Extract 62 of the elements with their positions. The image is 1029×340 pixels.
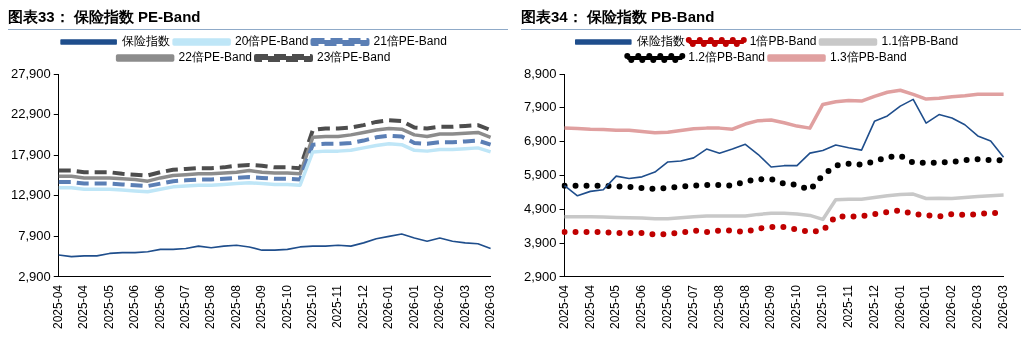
- y-tick-label: 2,900: [523, 268, 557, 284]
- x-tick-label: 2026-01: [381, 284, 396, 330]
- y-tick-label: 17,900: [11, 146, 51, 162]
- y-tick-label: 27,900: [11, 65, 51, 81]
- x-tick-label: 2026-03: [482, 284, 497, 330]
- x-tick-label: 2026-01: [892, 284, 907, 330]
- x-tick-label: 2025-08: [737, 284, 752, 330]
- x-tick-label: 2025-12: [355, 284, 370, 330]
- y-tick-label: 12,900: [11, 187, 51, 203]
- x-tick-label: 2026-02: [432, 284, 447, 330]
- x-tick-label: 2026-02: [944, 284, 959, 330]
- legend-label: 1倍PB-Band: [749, 34, 817, 49]
- x-tick-label: 2025-08: [203, 284, 218, 330]
- x-tick-label: 2025-08: [228, 284, 243, 330]
- y-tick-label: 7,900: [18, 227, 51, 243]
- x-tick-label: 2025-10: [279, 284, 294, 330]
- x-tick-label: 2026-01: [918, 284, 933, 330]
- x-tick-label: 2025-11: [840, 284, 855, 329]
- y-tick-label: 6,900: [523, 133, 557, 149]
- legend-label: 20倍PE-Band: [235, 34, 309, 49]
- x-tick-label: 2025-08: [711, 284, 726, 330]
- x-tick-label: 2026-03: [995, 284, 1010, 330]
- y-tick-label: 2,900: [18, 268, 51, 284]
- x-tick-label: 2026-03: [970, 284, 985, 330]
- y-tick-label: 4,900: [523, 200, 557, 216]
- x-tick-label: 2025-06: [127, 284, 142, 330]
- x-tick-label: 2025-07: [685, 284, 700, 330]
- x-tick-label: 2025-06: [660, 284, 675, 330]
- x-tick-label: 2025-04: [51, 284, 66, 330]
- line-series: [56, 133, 493, 189]
- legend-label: 21倍PE-Band: [373, 34, 447, 49]
- legend-label: 23倍PE-Band: [317, 50, 391, 65]
- x-tick-label: 2026-01: [406, 284, 421, 330]
- legend-label: 1.3倍PB-Band: [830, 50, 907, 65]
- x-tick-label: 2025-10: [815, 284, 830, 330]
- x-tick-label: 2025-05: [608, 284, 623, 330]
- y-tick-label: 5,900: [523, 167, 557, 183]
- y-tick-label: 8,900: [523, 65, 557, 81]
- x-tick-label: 2025-04: [582, 284, 597, 330]
- x-tick-label: 2025-10: [305, 284, 320, 330]
- x-tick-label: 2025-06: [152, 284, 167, 330]
- x-tick-label: 2025-07: [178, 284, 193, 330]
- x-tick-label: 2025-11: [330, 284, 345, 329]
- y-tick-label: 7,900: [523, 99, 557, 115]
- x-tick-label: 2025-06: [634, 284, 649, 330]
- y-tick-label: 3,900: [523, 234, 557, 250]
- x-tick-label: 2025-09: [763, 284, 778, 330]
- y-tick-label: 22,900: [11, 106, 51, 122]
- chart-title: 图表33： 保险指数 PE-Band: [8, 8, 508, 30]
- x-tick-label: 2025-04: [76, 284, 91, 330]
- x-tick-label: 2025-05: [101, 284, 116, 330]
- legend-label: 保险指数: [636, 34, 685, 49]
- x-tick-label: 2025-12: [866, 284, 881, 330]
- legend-label: 22倍PE-Band: [178, 50, 253, 65]
- legend-label: 1.2倍PB-Band: [688, 50, 766, 65]
- chart-title: 图表34： 保险指数 PB-Band: [521, 8, 1021, 30]
- legend-label: 1.1倍PB-Band: [881, 34, 959, 49]
- x-tick-label: 2025-09: [254, 284, 269, 330]
- legend-label: 保险指数: [122, 34, 171, 49]
- x-tick-label: 2026-03: [457, 284, 472, 330]
- x-tick-label: 2025-04: [556, 284, 571, 330]
- x-tick-label: 2025-10: [789, 284, 804, 330]
